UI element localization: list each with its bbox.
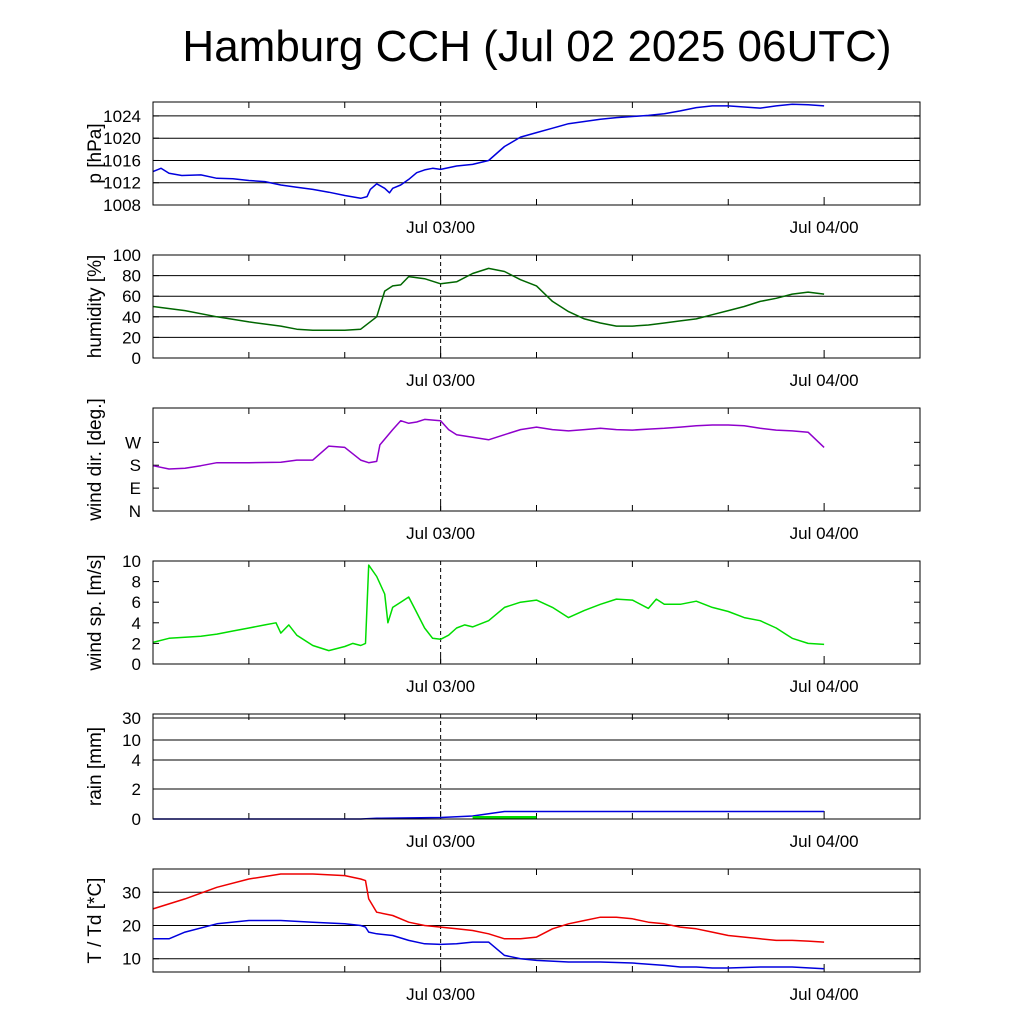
y-tick-label: 10 bbox=[122, 552, 141, 571]
y-tick-label: 1008 bbox=[103, 196, 141, 215]
x-tick-label: Jul 04/00 bbox=[790, 985, 859, 1004]
y-axis-label: wind dir. [deg.] bbox=[85, 398, 106, 522]
y-tick-label: 30 bbox=[122, 709, 141, 728]
y-tick-label: 40 bbox=[122, 308, 141, 327]
y-axis-label: rain [mm] bbox=[85, 727, 106, 806]
y-tick-label: 10 bbox=[122, 950, 141, 969]
y-tick-label: 2 bbox=[132, 780, 141, 799]
y-tick-label: 80 bbox=[122, 267, 141, 286]
x-tick-label: Jul 04/00 bbox=[790, 218, 859, 237]
y-tick-label: 1016 bbox=[103, 151, 141, 170]
y-axis-label: p [hPa] bbox=[85, 123, 106, 183]
y-tick-label: 10 bbox=[122, 731, 141, 750]
series-line bbox=[152, 267, 825, 331]
plot-frame bbox=[152, 868, 921, 973]
page-title: Hamburg CCH (Jul 02 2025 06UTC) bbox=[182, 22, 892, 71]
y-tick-label: 100 bbox=[113, 246, 141, 265]
y-axis-label: wind sp. [m/s] bbox=[85, 554, 106, 671]
x-tick-label: Jul 03/00 bbox=[406, 218, 475, 237]
x-tick-label: Jul 03/00 bbox=[406, 371, 475, 390]
series-line bbox=[152, 873, 825, 943]
x-tick-label: Jul 03/00 bbox=[406, 832, 475, 851]
y-tick-label: 6 bbox=[132, 593, 141, 612]
y-axis-label: T / Td [*C] bbox=[85, 878, 106, 964]
y-tick-label: S bbox=[130, 456, 141, 475]
x-tick-label: Jul 04/00 bbox=[790, 677, 859, 696]
y-tick-label: 8 bbox=[132, 573, 141, 592]
series-line bbox=[152, 418, 825, 470]
y-tick-label: 60 bbox=[122, 287, 141, 306]
y-tick-label: 20 bbox=[122, 328, 141, 347]
y-tick-label: 20 bbox=[122, 916, 141, 935]
x-tick-label: Jul 03/00 bbox=[406, 677, 475, 696]
y-tick-label: 0 bbox=[132, 810, 141, 829]
x-tick-label: Jul 04/00 bbox=[790, 524, 859, 543]
y-axis-label: humidity [%] bbox=[85, 255, 106, 358]
plot-frame bbox=[152, 101, 921, 206]
plot-frame bbox=[152, 254, 921, 359]
y-tick-label: 1020 bbox=[103, 129, 141, 148]
x-tick-label: Jul 04/00 bbox=[790, 371, 859, 390]
y-tick-label: 0 bbox=[132, 349, 141, 368]
x-tick-label: Jul 03/00 bbox=[406, 985, 475, 1004]
y-tick-label: W bbox=[125, 433, 141, 452]
plot-frame bbox=[152, 407, 921, 512]
y-tick-label: 1024 bbox=[103, 107, 141, 126]
y-tick-label: 2 bbox=[132, 634, 141, 653]
y-tick-label: 1012 bbox=[103, 174, 141, 193]
plot-frame bbox=[152, 713, 921, 820]
x-tick-label: Jul 04/00 bbox=[790, 832, 859, 851]
y-tick-label: E bbox=[130, 479, 141, 498]
x-tick-label: Jul 03/00 bbox=[406, 524, 475, 543]
y-tick-label: 30 bbox=[122, 883, 141, 902]
y-tick-label: 0 bbox=[132, 655, 141, 674]
y-tick-label: 4 bbox=[132, 751, 141, 770]
y-tick-label: N bbox=[129, 502, 141, 521]
plot-frame bbox=[152, 560, 921, 665]
series-line bbox=[152, 564, 825, 652]
series-line bbox=[152, 103, 825, 200]
y-tick-label: 4 bbox=[132, 614, 141, 633]
series-line bbox=[153, 919, 825, 970]
